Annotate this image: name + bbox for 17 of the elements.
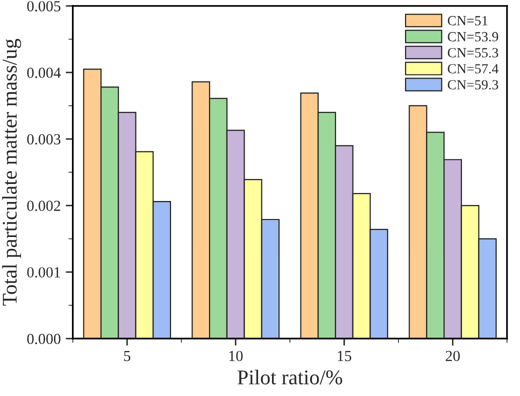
x-tick-label: 20 [446,350,460,362]
legend-label: CN=53.9 [448,32,498,42]
y-tick-label: 0.004 [27,68,61,78]
legend-label: CN=59.3 [448,80,498,90]
y-axis-title: Total particulate matter mass/ug [2,38,22,306]
y-tick-label: 0.000 [27,334,60,344]
y-tick-label: 0.005 [27,1,60,12]
legend-label: CN=51 [448,16,488,26]
x-axis-title: Pilot ratio/% [238,370,342,385]
y-tick-label: 0.003 [27,134,60,145]
x-tick-label: 5 [124,350,130,362]
legend-label: CN=57.4 [448,64,498,74]
x-tick-label: 10 [229,350,243,362]
y-tick-label: 0.002 [27,200,60,212]
legend-label: CN=55.3 [448,48,498,58]
y-tick-label: 0.001 [27,267,60,278]
x-tick-label: 15 [338,350,352,362]
